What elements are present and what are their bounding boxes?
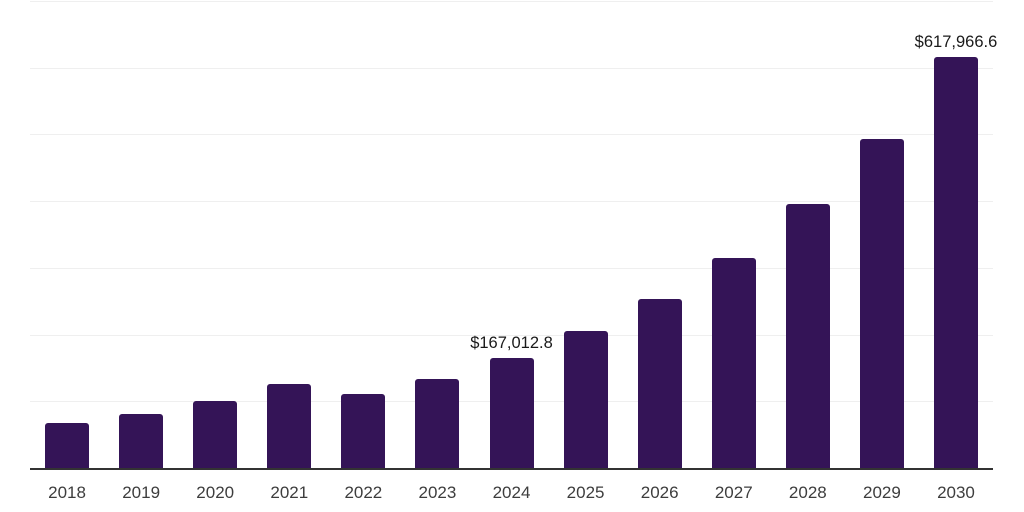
bar-band-2027 — [697, 2, 771, 469]
bar-2023 — [415, 379, 460, 469]
plot-area: $167,012.8 $617,966.6 — [30, 1, 997, 469]
bar-2020 — [193, 401, 238, 469]
bar-band-2018 — [30, 2, 104, 469]
bar-band-2026 — [623, 2, 697, 469]
bar-2019 — [119, 414, 164, 469]
bar-band-2023 — [400, 2, 474, 469]
bar-band-2029 — [845, 2, 919, 469]
gridline-500000 — [30, 134, 993, 136]
bar-2028 — [785, 203, 830, 469]
bar-band-2028 — [771, 2, 845, 469]
bar-band-2020 — [178, 2, 252, 469]
gridline-200000 — [30, 334, 993, 336]
bar-2026 — [637, 299, 682, 469]
gridline-300000 — [30, 267, 993, 269]
x-label-2018: 2018 — [48, 483, 86, 502]
bar-2022 — [341, 394, 386, 469]
bar-2021 — [267, 384, 312, 469]
x-label-2027: 2027 — [714, 483, 753, 502]
bar-series: $167,012.8 $617,966.6 — [30, 2, 997, 469]
x-label-2025: 2025 — [566, 483, 605, 502]
x-label-2024: 2024 — [492, 483, 531, 502]
bar-band-2021 — [252, 2, 326, 469]
gridline-700000 — [30, 1, 993, 2]
bar-2025 — [563, 330, 608, 469]
x-label-2028: 2028 — [788, 483, 827, 502]
bar-2030 — [933, 56, 978, 469]
bar-band-2024: $167,012.8 — [470, 2, 553, 469]
bar-band-2025 — [549, 2, 623, 469]
x-label-2029: 2029 — [862, 483, 901, 502]
gridline-400000 — [30, 201, 993, 203]
x-label-2026: 2026 — [640, 483, 679, 502]
bar-band-2030: $617,966.6 — [915, 2, 997, 469]
x-axis-line — [30, 468, 993, 470]
x-label-2030: 2030 — [937, 483, 975, 502]
x-label-2019: 2019 — [122, 483, 161, 502]
bar-2018 — [45, 423, 90, 469]
bar-band-2019 — [104, 2, 178, 469]
bar-2029 — [859, 139, 904, 469]
x-label-2020: 2020 — [196, 483, 235, 502]
bar-band-2022 — [326, 2, 400, 469]
x-label-2023: 2023 — [418, 483, 457, 502]
x-label-2021: 2021 — [270, 483, 309, 502]
value-label-2024: $167,012.8 — [470, 334, 553, 353]
bar-2024 — [489, 357, 534, 469]
x-label-2022: 2022 — [344, 483, 383, 502]
gridline-600000 — [30, 67, 993, 69]
bar-2027 — [711, 257, 756, 469]
value-label-2030: $617,966.6 — [914, 33, 998, 52]
x-axis-labels: 2018 2019 2020 2021 2022 2023 2024 2025 2026 2027… — [30, 481, 993, 505]
